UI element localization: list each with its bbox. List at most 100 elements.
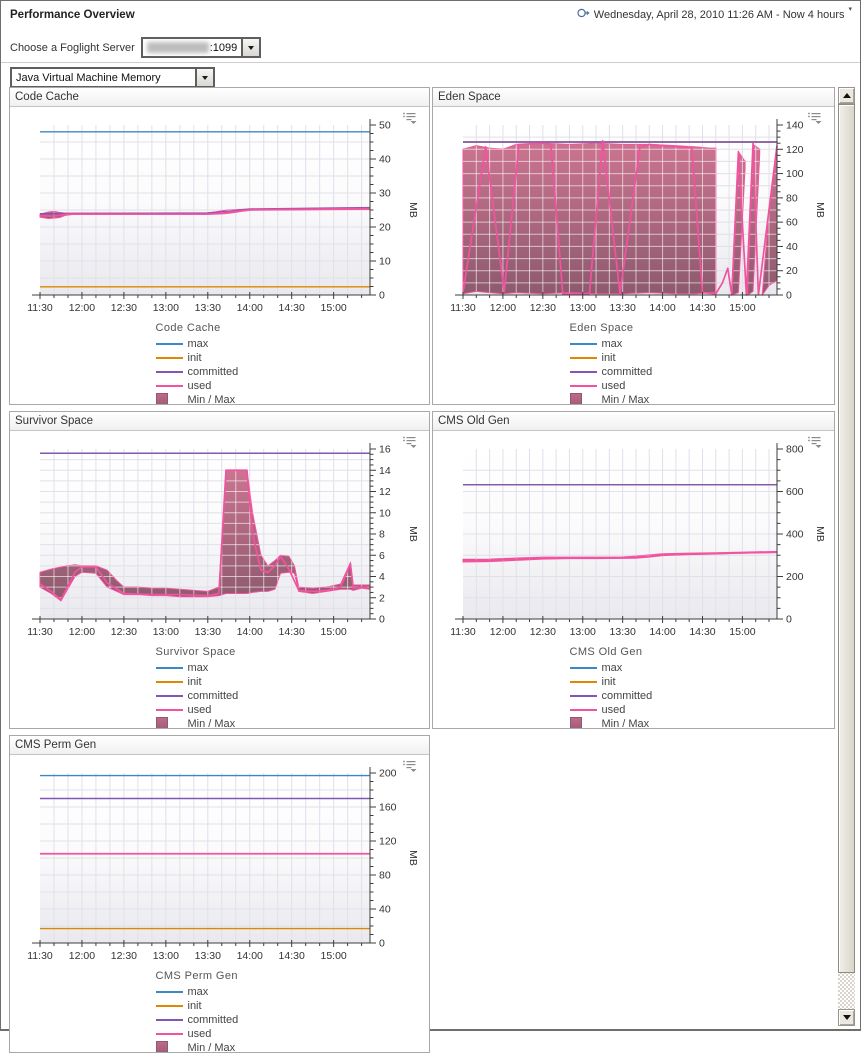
legend-label: max [187, 338, 209, 350]
svg-text:600: 600 [786, 486, 804, 498]
svg-text:13:30: 13:30 [610, 302, 636, 314]
legend-label: Min / Max [601, 394, 650, 405]
svg-text:14:30: 14:30 [689, 302, 715, 314]
chart-svg-4: 0 40 80 120 160 200 11:30 12:00 12:30 13:00 13:30 1… [27, 767, 419, 962]
header-divider [1, 62, 860, 63]
time-range-selector[interactable]: Wednesday, April 28, 2010 11:26 AM - Now… [577, 6, 852, 22]
legend-item-max: max [155, 337, 284, 351]
svg-text:20: 20 [786, 265, 798, 277]
legend-item-minmax: Min / Max [569, 717, 698, 728]
svg-text:0: 0 [379, 614, 385, 626]
chart-panel-cms-old-gen: CMS Old Gen 0 200 400 600 800 11:30 12:00 12:30… [432, 411, 835, 729]
svg-text:11:30: 11:30 [450, 302, 476, 314]
chart-menu-icon[interactable] [402, 759, 417, 775]
legend-item-max: max [155, 661, 284, 675]
down-triangle-icon [842, 1015, 851, 1020]
svg-text:13:00: 13:00 [153, 302, 179, 314]
svg-text:14:30: 14:30 [689, 626, 715, 638]
legend-label: used [187, 380, 212, 392]
chart-legend: CMS Perm Gen max init committed used Min / Ma… [155, 970, 284, 1053]
view-select-arrow-button[interactable] [195, 69, 213, 86]
svg-text:16: 16 [379, 444, 391, 456]
svg-text:8: 8 [379, 529, 385, 541]
svg-text:13:00: 13:00 [570, 626, 596, 638]
svg-text:MB: MB [814, 526, 826, 542]
legend-item-init: init [155, 675, 284, 689]
chart-svg-1: 0 20 40 60 80 100 120 140 11:30 12:00 12:30 13:00 13… [450, 119, 826, 314]
committed-line-icon [155, 695, 183, 697]
view-select[interactable]: Java Virtual Machine Memory [10, 67, 215, 88]
chart-svg-0: 0 10 20 30 40 50 11:30 12:00 12:30 13:00 13:30 14:0… [27, 119, 419, 314]
minmax-swatch-icon [155, 1041, 168, 1052]
legend-label: committed [601, 690, 653, 702]
svg-text:12:30: 12:30 [111, 302, 137, 314]
svg-text:11:30: 11:30 [450, 626, 476, 638]
chart-menu-icon[interactable] [402, 435, 417, 451]
legend-item-committed: committed [155, 365, 284, 379]
time-range-caret-icon: ▾ [848, 6, 852, 13]
legend-label: init [187, 1000, 202, 1012]
legend-item-max: max [569, 337, 698, 351]
page-title: Performance Overview [10, 9, 135, 21]
scrollbar-track[interactable] [838, 104, 855, 1009]
legend-label: Min / Max [187, 1042, 236, 1053]
init-line-icon [155, 1005, 183, 1007]
svg-text:2: 2 [379, 592, 385, 604]
legend-item-max: max [569, 661, 698, 675]
max-line-icon [569, 343, 597, 345]
scrollbar-up-button[interactable] [838, 87, 855, 104]
svg-text:80: 80 [379, 870, 391, 882]
svg-text:13:30: 13:30 [195, 302, 221, 314]
chart-panel-body: 0 10 20 30 40 50 11:30 12:00 12:30 13:00 13:30 14:0… [10, 107, 429, 405]
legend-title: Code Cache [155, 322, 221, 334]
chart-legend: CMS Old Gen max init committed used Min / Max [569, 646, 698, 728]
svg-text:200: 200 [786, 571, 804, 583]
svg-text:12: 12 [379, 486, 391, 498]
max-line-icon [155, 343, 183, 345]
svg-text:160: 160 [379, 802, 397, 814]
chart-panel-title: Survivor Space [10, 412, 429, 431]
legend-label: Min / Max [187, 394, 236, 405]
scrollbar-thumb[interactable] [838, 104, 855, 973]
chart-legend: Survivor Space max init committed used Min / … [155, 646, 284, 728]
chart-plot: 0 40 80 120 160 200 11:30 12:00 12:30 13:00 13:30 1… [14, 759, 429, 968]
chart-panel-body: 0 20 40 60 80 100 120 140 11:30 12:00 12:30 13:00 13… [433, 107, 834, 405]
chart-plot: 0 20 40 60 80 100 120 140 11:30 12:00 12:30 13:00 13… [437, 111, 834, 320]
svg-text:800: 800 [786, 444, 804, 456]
chart-panel-survivor-space: Survivor Space 0 2 4 6 8 10 12 14 16 11:30 12:00 12… [9, 411, 430, 729]
svg-text:80: 80 [786, 192, 798, 204]
scrollbar-down-button[interactable] [838, 1009, 855, 1026]
vertical-scrollbar[interactable] [838, 87, 855, 1026]
minmax-swatch-icon [155, 717, 168, 728]
chart-menu-icon[interactable] [402, 111, 417, 127]
svg-text:15:00: 15:00 [729, 626, 755, 638]
chart-menu-icon[interactable] [807, 111, 822, 127]
svg-text:15:00: 15:00 [321, 626, 347, 638]
svg-text:14:00: 14:00 [649, 302, 675, 314]
legend-item-minmax: Min / Max [155, 717, 284, 728]
legend-item-committed: committed [155, 689, 284, 703]
chart-plot: 0 2 4 6 8 10 12 14 16 11:30 12:00 12:30 13:00 13:30 14… [14, 435, 429, 644]
svg-text:4: 4 [379, 571, 385, 583]
server-select[interactable]: :1099 [140, 37, 262, 58]
used-line-icon [155, 1033, 183, 1035]
time-range-icon [577, 7, 590, 22]
used-line-icon [155, 385, 183, 387]
chart-menu-icon[interactable] [807, 435, 822, 451]
chart-svg-3: 0 200 400 600 800 11:30 12:00 12:30 13:00 13:30 14… [450, 443, 826, 638]
svg-text:14:00: 14:00 [237, 302, 263, 314]
minmax-swatch-icon [569, 393, 582, 404]
svg-text:120: 120 [786, 144, 804, 156]
chart-panel-code-cache: Code Cache 0 10 20 30 40 50 11:30 12:00 12:30 13:… [9, 87, 430, 405]
legend-label: committed [187, 690, 239, 702]
svg-text:0: 0 [379, 290, 385, 302]
svg-text:14:30: 14:30 [279, 950, 305, 962]
minmax-swatch-icon [569, 717, 582, 728]
svg-text:60: 60 [786, 217, 798, 229]
svg-text:15:00: 15:00 [729, 302, 755, 314]
server-select-arrow-button[interactable] [241, 39, 260, 56]
committed-line-icon [569, 371, 597, 373]
chart-panel-title-text: Code Cache [15, 91, 79, 103]
legend-label: init [187, 676, 202, 688]
legend-label: max [601, 662, 623, 674]
